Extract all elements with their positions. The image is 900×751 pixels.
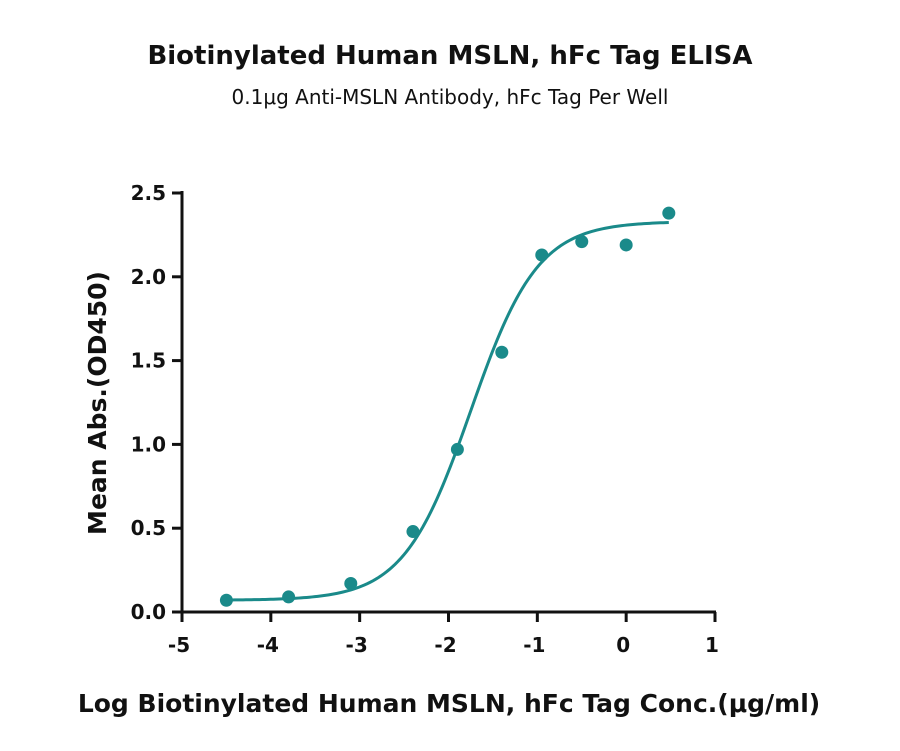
data-point <box>619 238 633 252</box>
y-axis-title: Mean Abs.(OD450) <box>83 271 112 535</box>
data-point <box>219 593 233 607</box>
data-point <box>450 442 464 456</box>
x-axis-ticks: -5 -4 -3 -2 -1 0 1 <box>168 612 719 657</box>
data-point <box>406 525 420 539</box>
x-axis-title: Log Biotinylated Human MSLN, hFc Tag Con… <box>78 689 820 718</box>
axes <box>180 191 716 614</box>
data-point <box>282 590 296 604</box>
data-points <box>219 206 676 607</box>
data-point <box>662 206 676 220</box>
data-point <box>344 577 358 591</box>
y-tick-label: 1.0 <box>131 432 166 456</box>
x-tick-label: 1 <box>705 633 719 657</box>
chart-subtitle: 0.1μg Anti-MSLN Antibody, hFc Tag Per We… <box>232 85 669 109</box>
y-tick-label: 0.0 <box>131 600 166 624</box>
y-tick-label: 2.0 <box>131 265 166 289</box>
x-tick-label: -1 <box>523 633 545 657</box>
y-tick-label: 1.5 <box>131 349 166 373</box>
y-tick-label: 2.5 <box>131 181 166 205</box>
y-tick-label: 0.5 <box>131 516 166 540</box>
chart-title: Biotinylated Human MSLN, hFc Tag ELISA <box>147 41 752 71</box>
fit-curve <box>226 221 669 602</box>
fit-curve-layer <box>226 221 669 602</box>
data-point <box>575 235 589 249</box>
x-tick-label: -5 <box>168 633 190 657</box>
x-tick-label: -3 <box>346 633 368 657</box>
data-point <box>495 345 509 359</box>
x-tick-label: 0 <box>616 633 630 657</box>
data-point <box>535 248 549 262</box>
x-tick-label: -4 <box>257 633 279 657</box>
y-axis-ticks: 0.0 0.5 1.0 1.5 2.0 2.5 <box>131 181 182 624</box>
x-tick-label: -2 <box>434 633 456 657</box>
